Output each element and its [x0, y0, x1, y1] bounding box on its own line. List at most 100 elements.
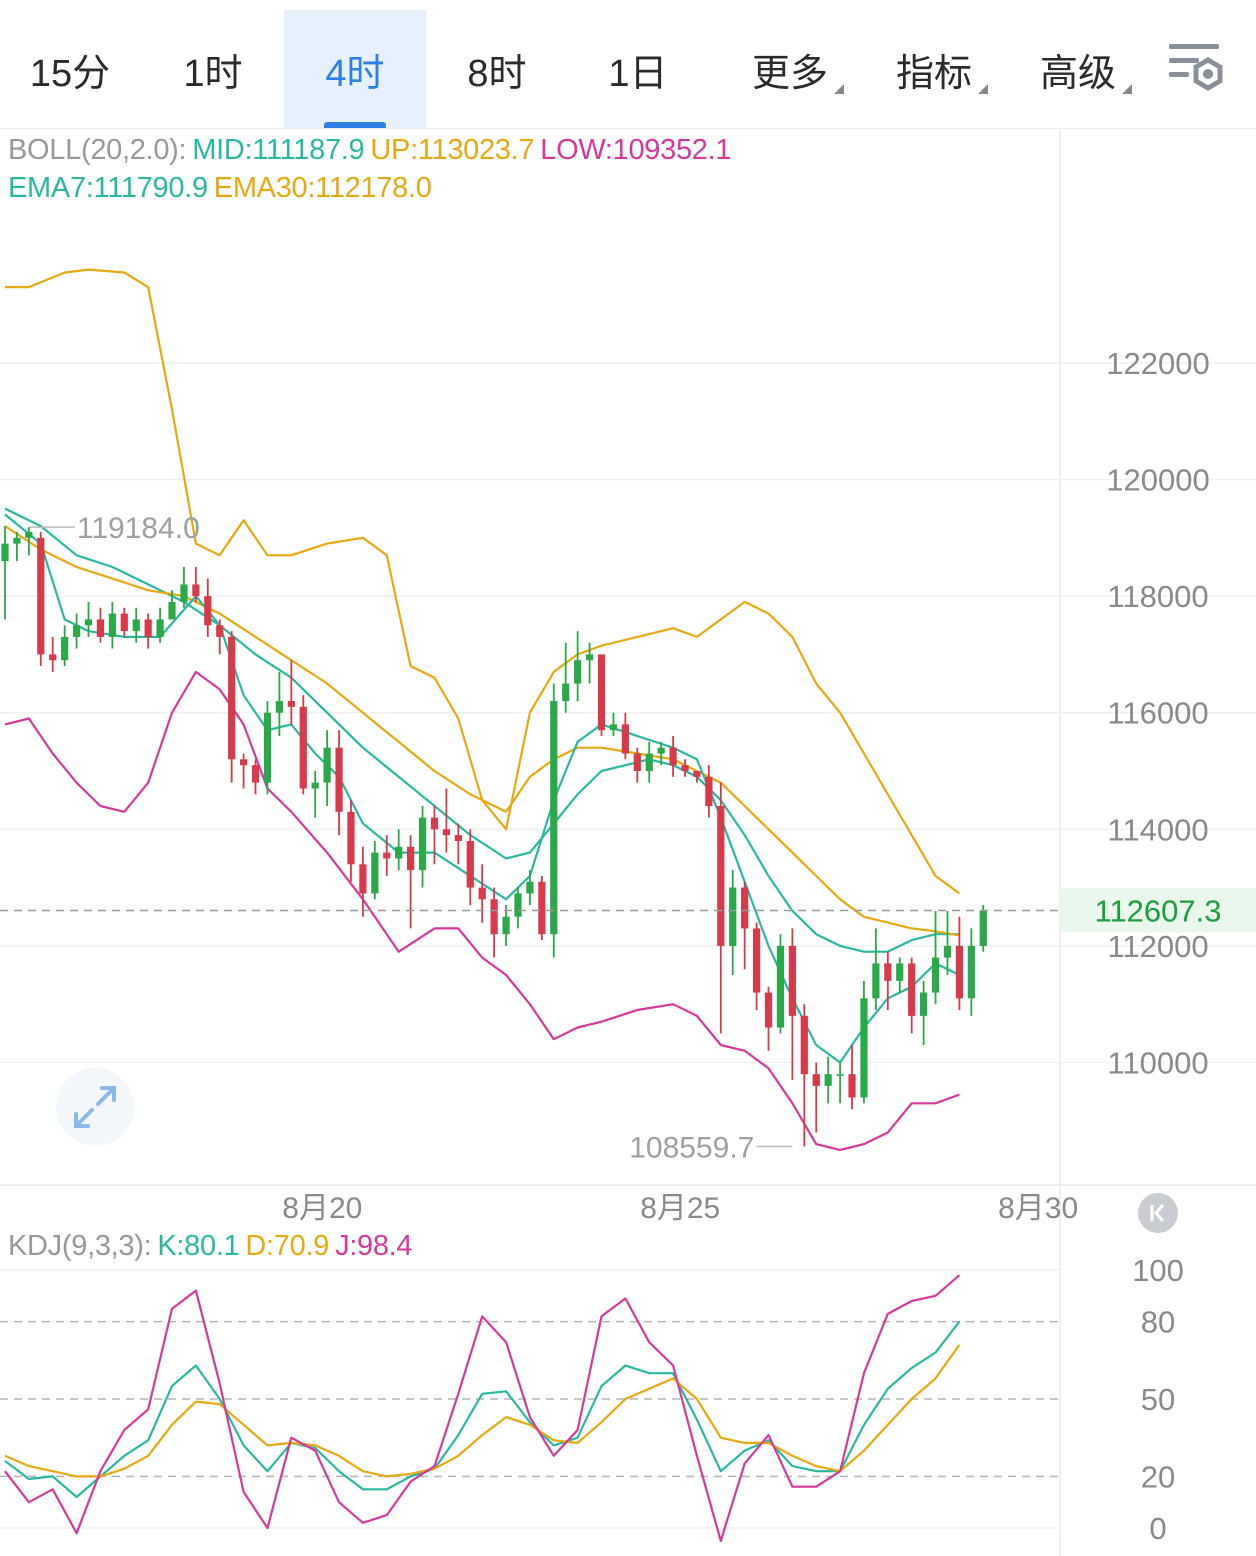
- candle: [216, 619, 224, 655]
- candle: [144, 613, 152, 649]
- candle: [347, 800, 355, 882]
- candle-body: [490, 899, 498, 935]
- candle: [538, 875, 546, 941]
- candle-body: [371, 852, 379, 894]
- candle: [597, 654, 606, 737]
- y-tick-label: 112000: [1107, 929, 1208, 964]
- candle-body: [240, 759, 248, 766]
- tab-label: 指标: [895, 52, 972, 95]
- candle: [800, 1004, 808, 1147]
- tab-label: 1日: [608, 52, 668, 95]
- candle-body: [836, 1074, 844, 1076]
- kdj-name: KDJ(9,3,3):: [8, 1230, 152, 1262]
- tab-more[interactable]: 更多: [740, 10, 844, 128]
- y-tick-label: 120000: [1106, 463, 1209, 498]
- candle: [120, 607, 128, 637]
- expand-chart-button[interactable]: [56, 1068, 134, 1146]
- tab-1h[interactable]: 1时: [142, 10, 284, 128]
- kdj-legend: KDJ(9,3,3): K:80.1 D:70.9 J:98.4: [8, 1230, 418, 1263]
- kdj-y-tick-label: 50: [1141, 1382, 1175, 1417]
- candle-body: [741, 887, 749, 929]
- candle: [311, 771, 319, 818]
- candle-body: [96, 619, 105, 637]
- kdj-d-value: D:70.9: [245, 1230, 330, 1262]
- candle: [454, 823, 462, 865]
- candle: [478, 864, 486, 923]
- boll-upper-line: [5, 268, 961, 895]
- candle: [84, 601, 93, 637]
- candle-body: [37, 537, 45, 655]
- chart-settings-icon[interactable]: [1166, 40, 1228, 98]
- kdj-y-tick-label: 0: [1149, 1511, 1166, 1546]
- candle-body: [824, 1074, 832, 1086]
- candle-body: [872, 963, 880, 999]
- tab-indicators[interactable]: 指标: [884, 10, 988, 128]
- candle: [490, 887, 498, 958]
- candle: [108, 601, 116, 649]
- tab-8h[interactable]: 8时: [426, 10, 568, 128]
- candle: [299, 695, 307, 795]
- candle: [752, 922, 761, 1011]
- y-tick-label: 110000: [1107, 1046, 1208, 1081]
- y-tick-label: 116000: [1107, 696, 1208, 731]
- candle: [860, 980, 868, 1104]
- candle-body: [920, 992, 928, 1016]
- kdj-d-line: [4, 1344, 961, 1478]
- candle: [908, 957, 916, 1034]
- candle: [228, 631, 236, 783]
- tab-1d[interactable]: 1日: [568, 10, 708, 128]
- candle-body: [299, 706, 307, 789]
- candle: [609, 712, 618, 737]
- candle-body: [860, 998, 868, 1098]
- tab-label: 1时: [183, 52, 243, 95]
- candle: [669, 736, 677, 777]
- kdj-j-line: [4, 1274, 961, 1543]
- main-plot-area: [1, 268, 987, 1152]
- candle-body: [848, 1074, 856, 1098]
- y-tick-label: 118000: [1107, 579, 1208, 614]
- y-tick-label: 122000: [1106, 346, 1209, 381]
- tab-advanced[interactable]: 高级: [1028, 10, 1132, 128]
- dropdown-caret-icon: [978, 84, 988, 94]
- ema30-value: EMA30:112178.0: [213, 172, 432, 204]
- candle: [323, 730, 331, 806]
- tab-label: 8时: [467, 52, 527, 95]
- candle-body: [335, 747, 343, 812]
- candle-body: [418, 817, 427, 871]
- candle: [430, 805, 439, 865]
- tab-15m[interactable]: 15分: [0, 10, 140, 128]
- candle: [251, 759, 260, 795]
- candle-body: [72, 625, 81, 637]
- candle: [442, 788, 451, 853]
- candle: [132, 607, 140, 643]
- candle-body: [454, 835, 462, 841]
- candle: [585, 642, 594, 684]
- candle-body: [681, 765, 689, 771]
- candle: [275, 671, 283, 737]
- candle-body: [263, 712, 272, 783]
- candle-body: [812, 1074, 820, 1086]
- candle: [776, 934, 785, 1034]
- candle-body: [251, 765, 260, 783]
- candle: [395, 829, 403, 871]
- candle: [37, 531, 45, 667]
- candle-body: [1, 543, 9, 562]
- candle-body: [383, 852, 391, 859]
- candle: [621, 712, 629, 760]
- candle-body: [466, 840, 474, 888]
- candle: [645, 741, 653, 783]
- candle-body: [526, 881, 534, 894]
- candle: [574, 631, 582, 702]
- candle: [371, 840, 379, 900]
- kdj-j-value: J:98.4: [335, 1230, 413, 1262]
- candle-body: [705, 776, 713, 806]
- candle-body: [180, 584, 188, 602]
- candle: [824, 1056, 832, 1104]
- scroll-to-latest-button[interactable]: [1138, 1193, 1178, 1233]
- tab-label: 更多: [751, 52, 828, 95]
- tab-4h[interactable]: 4时: [284, 10, 426, 128]
- candle: [920, 980, 928, 1046]
- candle-body: [693, 771, 701, 777]
- candle: [61, 625, 69, 667]
